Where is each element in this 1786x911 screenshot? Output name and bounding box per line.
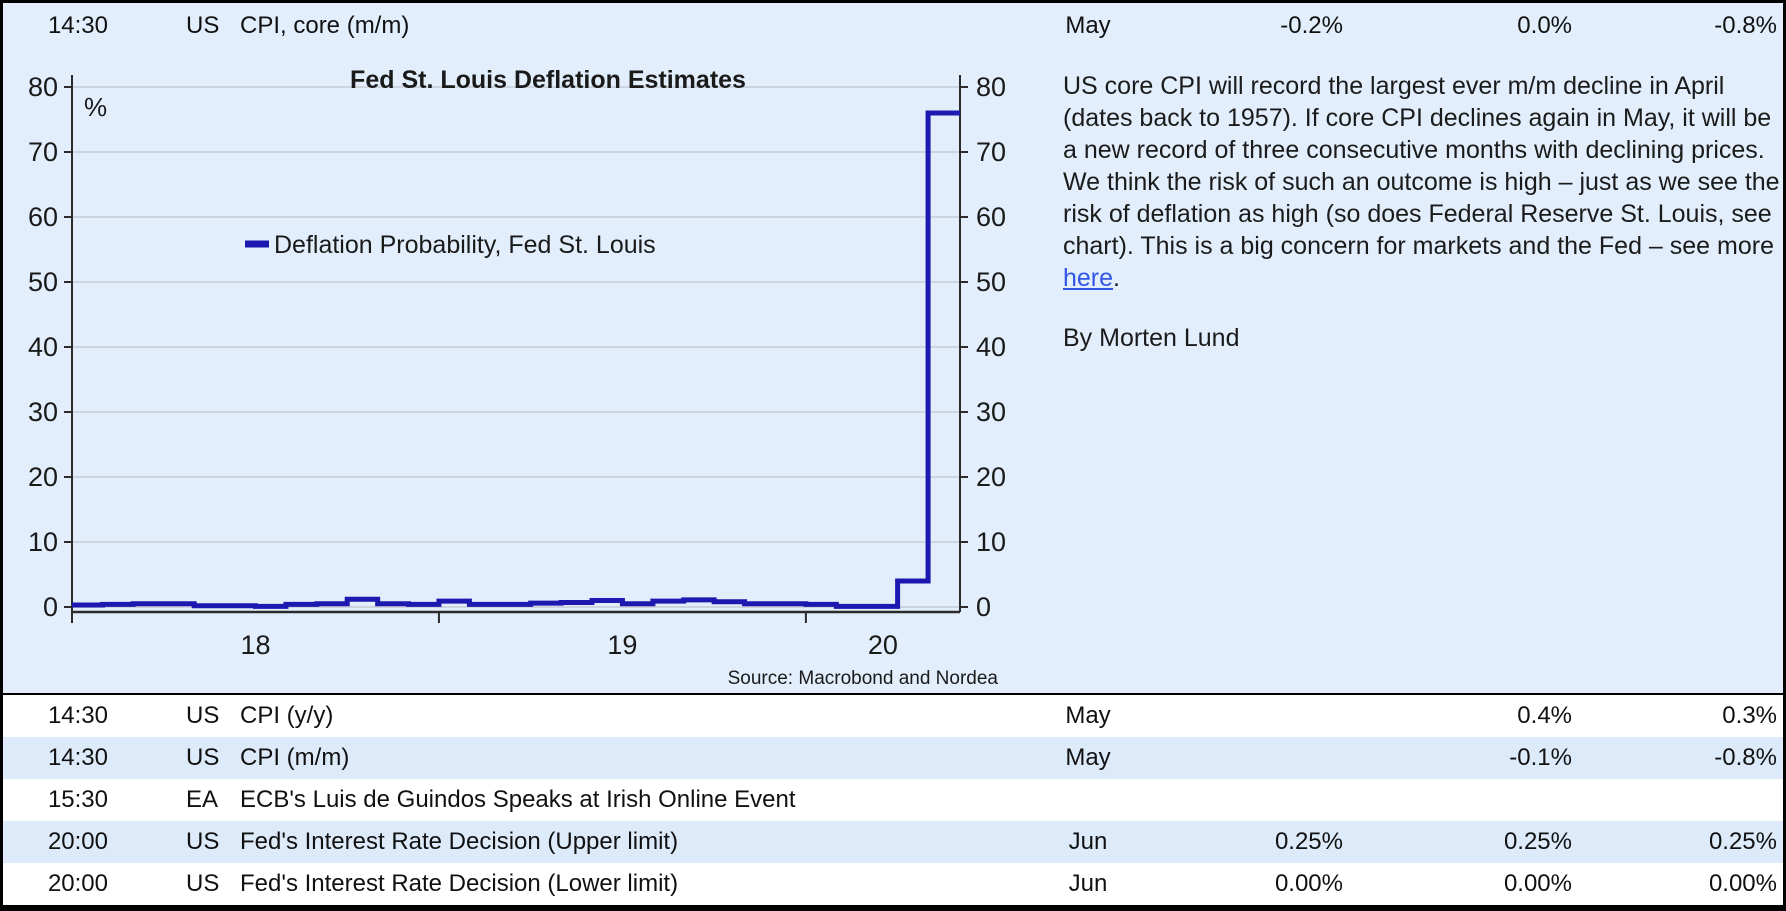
- svg-text:30: 30: [28, 397, 58, 427]
- svg-text:19: 19: [607, 630, 637, 660]
- svg-text:40: 40: [28, 332, 58, 362]
- svg-text:50: 50: [976, 267, 1006, 297]
- commentary-text-before-link: US core CPI will record the largest ever…: [1063, 72, 1780, 260]
- main-panel: 80 80 70 70 60 60 50 50 40 40 30 30 20 20 10 10 0 0 18 19 20…: [3, 48, 1783, 693]
- svg-text:20: 20: [28, 462, 58, 492]
- svg-text:80: 80: [28, 72, 58, 102]
- event-title: ECB's Luis de Guindos Speaks at Irish On…: [240, 786, 796, 813]
- commentary-block: US core CPI will record the largest ever…: [1063, 70, 1783, 353]
- svg-text:20: 20: [976, 462, 1006, 492]
- event-prior: 0.25%: [1503, 828, 1572, 855]
- event-time: 20:00: [47, 828, 108, 855]
- calendar-table: 14:30 US CPI (y/y) May 0.4% 0.3% 14:30 US CPI (m…: [3, 693, 1783, 905]
- table-row: 20:00 US Fed's Interest Rate Decision (Upp…: [3, 821, 1783, 863]
- svg-text:0: 0: [976, 592, 991, 622]
- table-row: 14:30 US CPI (y/y) May 0.4% 0.3%: [3, 695, 1783, 737]
- event-title: Fed's Interest Rate Decision (Lower limi…: [240, 870, 679, 897]
- see-more-link[interactable]: here: [1063, 264, 1114, 292]
- event-title: CPI (y/y): [240, 702, 334, 729]
- svg-text:50: 50: [28, 267, 58, 297]
- deflation-probability-chart: 80 80 70 70 60 60 50 50 40 40 30 30 20 20 10 10 0 0 18 19 20…: [28, 66, 1006, 689]
- event-region: US: [186, 702, 220, 729]
- svg-text:20: 20: [868, 630, 898, 660]
- event-region: US: [186, 11, 220, 39]
- calendar-header-row: 14:30 US CPI, core (m/m) May -0.2% 0.0% …: [3, 3, 1783, 48]
- event-region: US: [186, 744, 220, 771]
- svg-text:60: 60: [28, 202, 58, 232]
- event-prior: 0.00%: [1503, 870, 1572, 897]
- event-month: Jun: [1068, 828, 1108, 855]
- event-time: 14:30: [47, 11, 108, 39]
- event-prior: 0.4%: [1517, 702, 1572, 729]
- event-time: 14:30: [47, 702, 108, 729]
- event-prior: -0.1%: [1509, 744, 1572, 771]
- commentary-text: US core CPI will record the largest ever…: [1063, 70, 1783, 294]
- svg-text:80: 80: [976, 72, 1006, 102]
- event-time: 20:00: [47, 870, 108, 897]
- event-actual: -0.8%: [1714, 11, 1777, 39]
- svg-text:0: 0: [43, 592, 58, 622]
- svg-text:18: 18: [240, 630, 270, 660]
- event-region: EA: [186, 786, 219, 813]
- svg-text:40: 40: [976, 332, 1006, 362]
- commentary-text-after-link: .: [1113, 264, 1120, 292]
- event-month: May: [1065, 744, 1111, 771]
- event-month: May: [1065, 702, 1111, 729]
- event-actual: 0.3%: [1722, 702, 1777, 729]
- svg-text:Fed St. Louis Deflation Estima: Fed St. Louis Deflation Estimates: [350, 66, 746, 94]
- event-title: CPI (m/m): [240, 744, 350, 771]
- event-actual: -0.8%: [1714, 744, 1777, 771]
- event-actual: 0.25%: [1708, 828, 1777, 855]
- event-title: Fed's Interest Rate Decision (Upper limi…: [240, 828, 679, 855]
- byline: By Morten Lund: [1063, 324, 1240, 352]
- svg-text:Deflation Probability, Fed St.: Deflation Probability, Fed St. Louis: [274, 231, 656, 259]
- event-region: US: [186, 828, 220, 855]
- svg-text:10: 10: [976, 527, 1006, 557]
- event-forecast: 0.25%: [1274, 828, 1343, 855]
- table-row: 20:00 US Fed's Interest Rate Decision (Low…: [3, 863, 1783, 905]
- event-forecast: -0.2%: [1280, 11, 1343, 39]
- event-prior: 0.0%: [1517, 11, 1572, 39]
- event-actual: 0.00%: [1708, 870, 1777, 897]
- event-region: US: [186, 870, 220, 897]
- event-time: 15:30: [47, 786, 108, 813]
- table-row: 15:30 EA ECB's Luis de Guindos Speaks at I…: [3, 779, 1783, 821]
- svg-text:%: %: [84, 92, 107, 122]
- event-time: 14:30: [47, 744, 108, 771]
- svg-text:70: 70: [976, 137, 1006, 167]
- event-month: May: [1065, 11, 1111, 39]
- event-forecast: 0.00%: [1274, 870, 1343, 897]
- svg-text:Source: Macrobond and Nordea: Source: Macrobond and Nordea: [728, 668, 999, 689]
- svg-text:60: 60: [976, 202, 1006, 232]
- table-row: 14:30 US CPI (m/m) May -0.1% -0.8%: [3, 737, 1783, 779]
- event-month: Jun: [1068, 870, 1108, 897]
- event-title: CPI, core (m/m): [240, 11, 410, 39]
- svg-text:10: 10: [28, 527, 58, 557]
- svg-text:70: 70: [28, 137, 58, 167]
- svg-text:30: 30: [976, 397, 1006, 427]
